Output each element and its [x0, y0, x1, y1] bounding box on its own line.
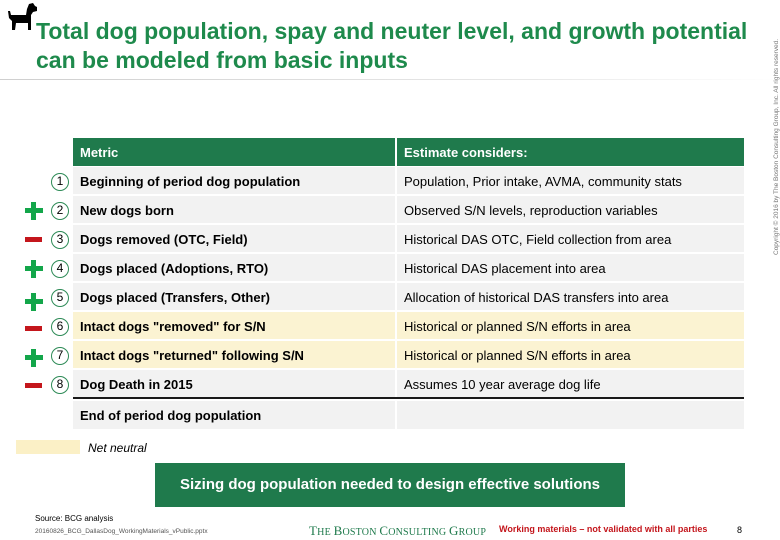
plus-icon	[25, 349, 43, 367]
step-number-6: 6	[51, 318, 69, 336]
metric-cell: Dog Death in 2015	[73, 370, 395, 397]
metric-cell: Dogs removed (OTC, Field)	[73, 225, 395, 252]
metric-cell: Dogs placed (Adoptions, RTO)	[73, 254, 395, 281]
table-row: Beginning of period dog population Popul…	[73, 167, 744, 196]
table-row-highlighted: Intact dogs "returned" following S/N His…	[73, 341, 744, 370]
row-separator	[73, 310, 744, 312]
working-materials-note: Working materials – not validated with a…	[499, 524, 708, 534]
step-number-2: 2	[51, 202, 69, 220]
table-header: Metric Estimate considers:	[73, 138, 744, 166]
metric-cell: Intact dogs "removed" for S/N	[73, 312, 395, 339]
plus-icon	[25, 293, 43, 311]
header-estimate: Estimate considers:	[404, 145, 528, 160]
metric-cell: Beginning of period dog population	[73, 167, 395, 194]
metric-cell: New dogs born	[73, 196, 395, 223]
table-row-total: End of period dog population	[73, 401, 744, 429]
step-number-1: 1	[51, 173, 69, 191]
source-note: Source: BCG analysis	[35, 514, 114, 523]
metric-cell: Intact dogs "returned" following S/N	[73, 341, 395, 368]
metric-cell: Dogs placed (Transfers, Other)	[73, 283, 395, 310]
minus-icon	[25, 383, 42, 388]
estimate-cell: Historical or planned S/N efforts in are…	[397, 341, 744, 368]
step-number-8: 8	[51, 376, 69, 394]
estimate-cell: Observed S/N levels, reproduction variab…	[397, 196, 744, 223]
row-separator	[73, 252, 744, 254]
plus-icon	[25, 260, 43, 278]
title-divider	[0, 79, 780, 80]
dog-icon	[8, 3, 37, 30]
estimate-cell: Historical or planned S/N efforts in are…	[397, 312, 744, 339]
table-row: New dogs born Observed S/N levels, repro…	[73, 196, 744, 225]
legend-label: Net neutral	[88, 441, 147, 455]
step-number-4: 4	[51, 260, 69, 278]
estimate-cell: Population, Prior intake, AVMA, communit…	[397, 167, 744, 194]
estimate-cell	[397, 401, 744, 429]
row-separator	[73, 194, 744, 196]
estimate-cell: Historical DAS OTC, Field collection fro…	[397, 225, 744, 252]
header-divider	[395, 138, 397, 166]
row-separator	[73, 368, 744, 370]
estimate-cell: Historical DAS placement into area	[397, 254, 744, 281]
copyright-note: Copyright © 2016 by The Boston Consultin…	[773, 38, 780, 255]
step-number-3: 3	[51, 231, 69, 249]
estimate-cell: Allocation of historical DAS transfers i…	[397, 283, 744, 310]
estimate-cell: Assumes 10 year average dog life	[397, 370, 744, 397]
table-row: Dogs placed (Transfers, Other) Allocatio…	[73, 283, 744, 312]
file-name: 20160826_BCG_DallasDog_WorkingMaterials_…	[35, 528, 208, 535]
table-row: Dogs placed (Adoptions, RTO) Historical …	[73, 254, 744, 283]
row-separator	[73, 339, 744, 341]
total-rule	[73, 397, 744, 399]
page-number: 8	[737, 525, 743, 535]
legend-swatch	[16, 440, 80, 454]
row-separator	[73, 223, 744, 225]
callout-box: Sizing dog population needed to design e…	[155, 463, 625, 507]
row-separator	[73, 281, 744, 283]
table-row: Dog Death in 2015 Assumes 10 year averag…	[73, 370, 744, 399]
table-row-highlighted: Intact dogs "removed" for S/N Historical…	[73, 312, 744, 341]
brand-logo: THE BOSTON CONSULTING GROUP	[309, 523, 487, 538]
metric-cell: End of period dog population	[73, 401, 395, 429]
step-number-5: 5	[51, 289, 69, 307]
step-number-7: 7	[51, 347, 69, 365]
plus-icon	[25, 202, 43, 220]
header-metric: Metric	[80, 145, 119, 160]
minus-icon	[25, 237, 42, 242]
table-row: Dogs removed (OTC, Field) Historical DAS…	[73, 225, 744, 254]
page-title: Total dog population, spay and neuter le…	[36, 18, 748, 73]
minus-icon	[25, 326, 42, 331]
